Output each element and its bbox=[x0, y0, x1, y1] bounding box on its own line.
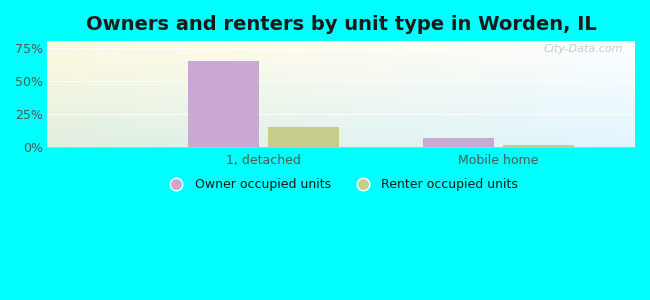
Title: Owners and renters by unit type in Worden, IL: Owners and renters by unit type in Worde… bbox=[86, 15, 597, 34]
Bar bbox=[503, 145, 574, 147]
Bar bbox=[423, 138, 494, 147]
Text: City-Data.com: City-Data.com bbox=[544, 44, 623, 54]
Bar bbox=[268, 127, 339, 147]
Legend: Owner occupied units, Renter occupied units: Owner occupied units, Renter occupied un… bbox=[159, 173, 523, 196]
Bar bbox=[188, 61, 259, 147]
